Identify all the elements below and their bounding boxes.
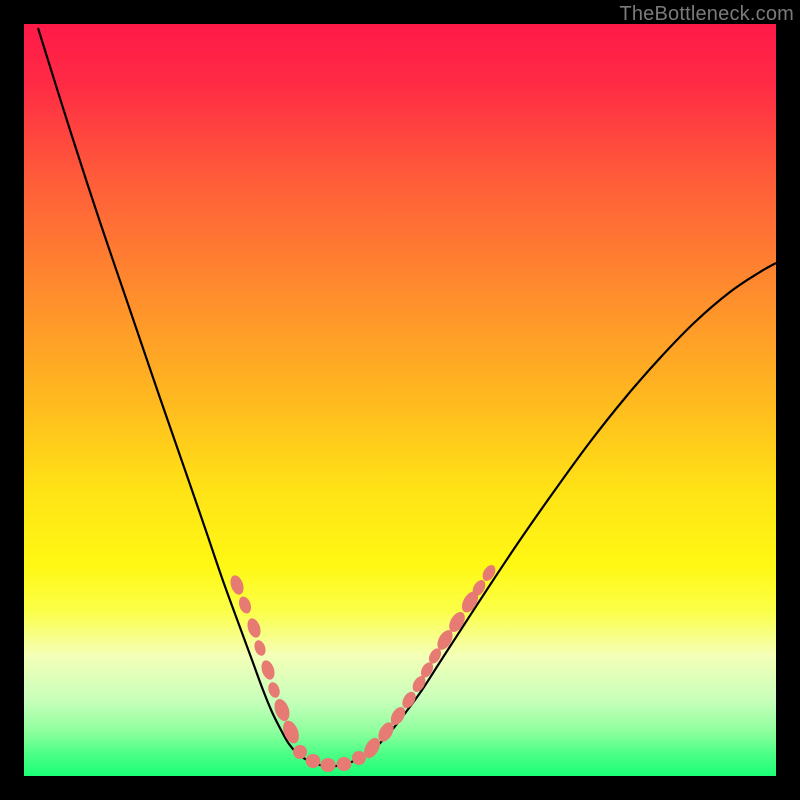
bottleneck-chart [0,0,800,800]
chart-frame: TheBottleneck.com [0,0,800,800]
curve-marker [320,758,335,772]
curve-marker [306,754,321,768]
curve-marker [293,745,307,759]
curve-marker [337,757,352,771]
plot-background [24,24,776,776]
watermark-label: TheBottleneck.com [619,3,794,26]
curve-marker [352,751,366,765]
